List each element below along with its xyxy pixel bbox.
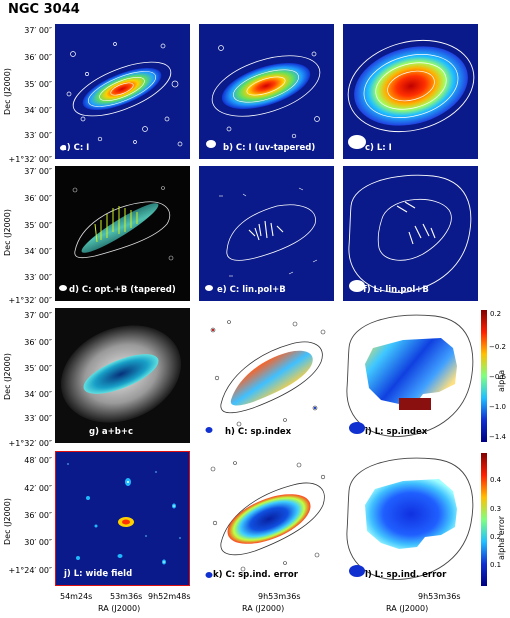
panel-label: f) L: lin.pol+B: [363, 285, 429, 295]
panel-label: c) L: I: [365, 143, 392, 153]
ytick: 37′ 00″: [24, 311, 52, 320]
panel-g: g) a+b+c: [55, 308, 190, 443]
cbar-tick: 0.1: [490, 561, 502, 569]
ylabel: Dec (J2000): [3, 209, 12, 256]
ytick: 34′ 00″: [24, 247, 52, 256]
ytick: 33′ 00″: [24, 273, 52, 282]
xlabel: RA (J2000): [386, 604, 429, 613]
ytick: +1°24′ 00″: [8, 566, 53, 575]
ytick: 42′ 00″: [24, 484, 52, 493]
ylabel: Dec (J2000): [3, 498, 12, 545]
xtick: 9h52m48s: [148, 592, 191, 601]
panel-label: k) C: sp.ind. error: [213, 570, 298, 580]
panel-l: l) L: sp.ind. error: [343, 451, 478, 586]
ytick: 35′ 00″: [24, 221, 52, 230]
ytick: +1°32′ 00″: [8, 296, 53, 305]
panel-e: e) C: lin.pol+B: [199, 166, 334, 301]
alpha-colorbar-label: alpha: [497, 369, 506, 392]
ylabel: Dec (J2000): [3, 353, 12, 400]
cbar-tick: −0.2: [489, 343, 506, 351]
xtick: 9h53m36s: [258, 592, 301, 601]
alpha-colorbar-bar: [481, 310, 487, 442]
ytick: 34′ 00″: [24, 390, 52, 399]
figure-title: NGC 3044: [8, 2, 80, 17]
ytick: 35′ 00″: [24, 364, 52, 373]
panel-label: b) C: I (uv-tapered): [223, 143, 316, 153]
cbar-tick: −0.6: [489, 373, 506, 381]
ytick: 33′ 00″: [24, 414, 52, 423]
panel-d: d) C: opt.+B (tapered): [55, 166, 190, 301]
alpha-error-colorbar-bar: [481, 453, 487, 586]
panel-i: i) L: sp.index: [343, 308, 478, 443]
ytick: 30′ 00″: [24, 538, 52, 547]
panel-label: j) L: wide field: [64, 569, 133, 579]
panel-label: g) a+b+c: [89, 427, 134, 437]
panel-f: f) L: lin.pol+B: [343, 166, 478, 301]
panel-label: i) L: sp.index: [365, 427, 428, 437]
alpha-error-colorbar-label: alpha error: [497, 515, 506, 560]
panel-c: c) L: I: [343, 24, 478, 159]
cbar-tick: 0.3: [490, 505, 502, 513]
panel-label: h) C: sp.index: [225, 427, 292, 437]
cbar-tick: −1.4: [489, 433, 506, 441]
ytick: 37′ 00″: [24, 167, 52, 176]
panel-label: d) C: opt.+B (tapered): [69, 285, 176, 295]
cbar-tick: 0.4: [490, 476, 502, 484]
ytick: +1°32′ 00″: [8, 439, 53, 448]
panel-h: h) C: sp.index: [199, 308, 334, 443]
panel-label: e) C: lin.pol+B: [217, 285, 286, 295]
xtick: 53m36s: [110, 592, 143, 601]
ytick: +1°32′ 00″: [8, 155, 53, 164]
ytick: 36′ 00″: [24, 338, 52, 347]
cbar-tick: 0.2: [490, 533, 502, 541]
panel-label: a) C: I: [61, 143, 90, 153]
ytick: 48′ 00″: [24, 456, 52, 465]
cbar-tick: 0.2: [490, 310, 502, 318]
panel-label: l) L: sp.ind. error: [365, 570, 447, 580]
ytick: 36′ 00″: [24, 194, 52, 203]
ylabel: Dec (J2000): [3, 68, 12, 115]
xlabel: RA (J2000): [242, 604, 285, 613]
ytick: 33′ 00″: [24, 131, 52, 140]
panel-k: k) C: sp.ind. error: [199, 451, 334, 586]
xlabel: RA (J2000): [98, 604, 141, 613]
ytick: 37′ 00″: [24, 26, 52, 35]
ytick: 34′ 00″: [24, 106, 52, 115]
panel-b: b) C: I (uv-tapered): [199, 24, 334, 159]
panel-a: a) C: I: [55, 24, 190, 159]
xtick: 54m24s: [60, 592, 93, 601]
cbar-tick: −1.0: [489, 403, 506, 411]
ytick: 36′ 00″: [24, 53, 52, 62]
ytick: 35′ 00″: [24, 80, 52, 89]
xtick: 9h53m36s: [418, 592, 461, 601]
panel-j: j) L: wide field: [55, 451, 190, 586]
ytick: 36′ 00″: [24, 511, 52, 520]
